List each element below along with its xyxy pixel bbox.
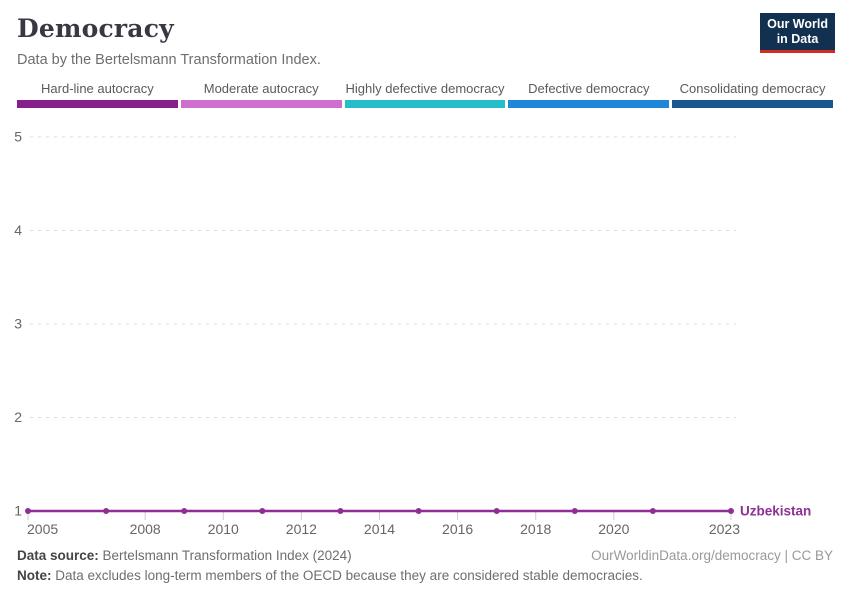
y-axis-tick-label: 4 xyxy=(14,222,22,238)
x-axis-tick-label: 2005 xyxy=(27,521,58,537)
x-axis-tick-label: 2012 xyxy=(286,521,317,537)
data-point[interactable] xyxy=(337,508,344,514)
x-axis-tick-label: 2020 xyxy=(598,521,629,537)
owid-logo: Our World in Data xyxy=(760,13,835,53)
data-source-text: Bertelsmann Transformation Index (2024) xyxy=(102,548,352,563)
y-axis-tick-label: 2 xyxy=(14,409,22,425)
y-axis-tick-label: 5 xyxy=(14,129,22,145)
legend-label: Consolidating democracy xyxy=(679,81,826,96)
legend-label: Hard-line autocracy xyxy=(41,81,154,96)
data-point[interactable] xyxy=(181,508,188,514)
series-label[interactable]: Uzbekistan xyxy=(740,504,811,519)
legend-color-bar xyxy=(344,100,506,108)
note-text: Data excludes long-term members of the O… xyxy=(55,568,643,583)
note-label: Note: xyxy=(17,568,52,583)
legend-color-bar xyxy=(508,100,670,108)
data-point[interactable] xyxy=(728,508,734,514)
note-line: Note: Data excludes long-term members of… xyxy=(17,568,833,583)
owid-logo-line2: in Data xyxy=(776,31,819,46)
owid-logo-line1: Our World xyxy=(767,17,828,31)
legend-label: Moderate autocracy xyxy=(203,81,319,96)
legend-color-bar xyxy=(180,100,342,108)
data-source-line: Data source: Bertelsmann Transformation … xyxy=(17,548,352,563)
y-axis-tick-label: 1 xyxy=(14,503,22,519)
x-axis-tick-label: 2018 xyxy=(520,521,551,537)
legend-label: Defective democracy xyxy=(528,81,650,96)
data-source-label: Data source: xyxy=(17,548,99,563)
legend-color-bar xyxy=(17,100,178,108)
legend-item-consolidating-democracy: Consolidating democracy xyxy=(672,81,833,108)
footer-link[interactable]: OurWorldinData.org/democracy | CC BY xyxy=(591,548,833,563)
x-axis-tick-label: 2010 xyxy=(208,521,239,537)
legend-item-highly-defective-democracy: Highly defective democracy xyxy=(344,81,506,108)
x-axis-tick-label: 2008 xyxy=(130,521,161,537)
page-title: Democracy xyxy=(17,14,174,43)
page-subtitle: Data by the Bertelsmann Transformation I… xyxy=(17,52,321,68)
legend-color-bar xyxy=(672,100,833,108)
y-axis-tick-label: 3 xyxy=(14,316,22,332)
legend-item-moderate-autocracy: Moderate autocracy xyxy=(180,81,342,108)
data-point[interactable] xyxy=(25,508,31,514)
data-point[interactable] xyxy=(571,508,578,514)
line-chart: 1 2 3 4 5 2005 2008 2010 2012 2014 2016 2018 2020 202… xyxy=(14,129,811,538)
footer: Data source: Bertelsmann Transformation … xyxy=(17,548,833,563)
data-point[interactable] xyxy=(103,508,110,514)
legend-item-hard-line-autocracy: Hard-line autocracy xyxy=(17,81,178,108)
x-axis-tick-label: 2016 xyxy=(442,521,473,537)
data-point[interactable] xyxy=(649,508,656,514)
data-point[interactable] xyxy=(415,508,422,514)
legend-label: Highly defective democracy xyxy=(345,81,505,96)
legend-item-defective-democracy: Defective democracy xyxy=(508,81,670,108)
data-point[interactable] xyxy=(259,508,266,514)
category-legend: Hard-line autocracy Moderate autocracy H… xyxy=(17,81,833,108)
x-axis-tick-label: 2014 xyxy=(364,521,395,537)
x-axis-tick-label: 2023 xyxy=(709,521,740,537)
data-point[interactable] xyxy=(493,508,500,514)
